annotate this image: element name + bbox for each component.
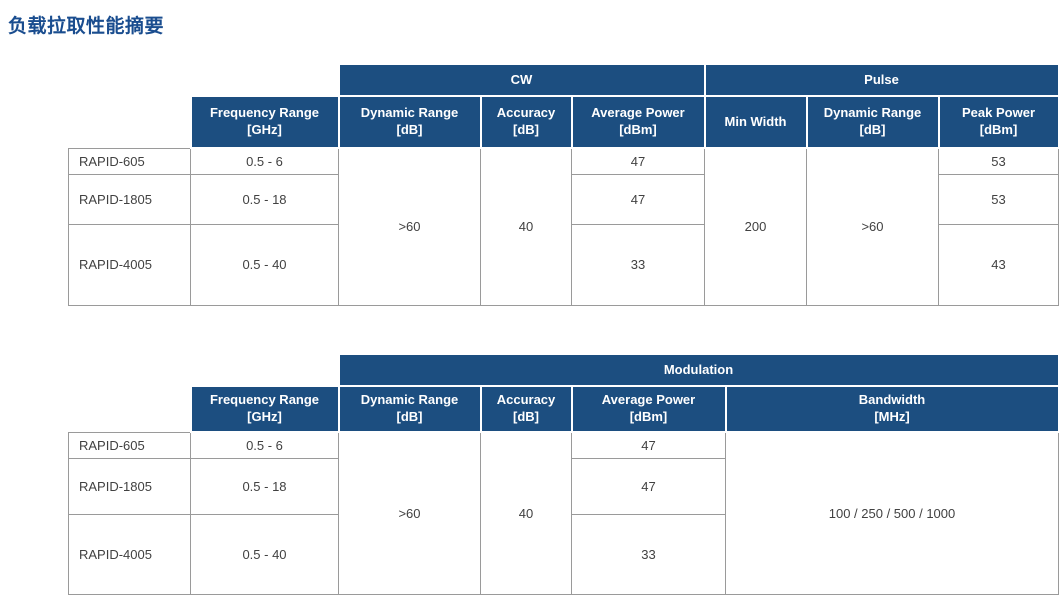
cell-model: RAPID-605 (68, 431, 191, 459)
col-header-bandwidth: Bandwidth [MHz] (724, 385, 1060, 433)
col-header-unit: [MHz] (874, 409, 910, 424)
cell-min-width-merged: 200 (704, 147, 807, 306)
table-row: RAPID-1805 0.5 - 18 47 (68, 457, 1059, 515)
col-header-frequency-range: Frequency Range [GHz] (189, 385, 340, 433)
cell-frequency-range: 0.5 - 6 (190, 147, 339, 175)
col-header-unit: [dBm] (629, 409, 668, 424)
col-header-unit: [GHz] (247, 409, 282, 424)
col-header-label: Dynamic Range (823, 105, 922, 121)
table-row: RAPID-1805 0.5 - 18 47 53 (68, 173, 1060, 225)
cell-peak-power: 53 (937, 173, 1060, 225)
group-header-modulation: Modulation (337, 353, 1060, 387)
col-header-accuracy: Accuracy [dB] (479, 385, 573, 433)
table-row: RAPID-4005 0.5 - 40 33 (68, 513, 1059, 595)
col-header-label: Average Power (591, 105, 685, 121)
cell-frequency-range: 0.5 - 40 (190, 513, 339, 595)
table-row: RAPID-605 0.5 - 6 >60 40 47 100 / 250 / … (68, 431, 1060, 595)
col-header-frequency-range: Frequency Range [GHz] (189, 95, 340, 149)
col-header-unit: [dB] (859, 122, 886, 137)
cell-frequency-range: 0.5 - 18 (190, 457, 339, 515)
cell-accuracy-merged: 40 (480, 431, 572, 595)
col-header-label: Frequency Range (209, 105, 320, 121)
col-header-accuracy: Accuracy [dB] (479, 95, 573, 149)
cell-accuracy-merged: 40 (480, 147, 572, 306)
col-header-label: Accuracy (496, 392, 556, 408)
table-row: RAPID-4005 0.5 - 40 33 43 (68, 223, 1060, 306)
col-header-label: Dynamic Range (360, 105, 459, 121)
blank-header-cell (69, 354, 339, 386)
col-header-label: Accuracy (496, 105, 556, 121)
group-header-pulse: Pulse (703, 63, 1060, 97)
col-header-peak-power: Peak Power [dBm] (937, 95, 1060, 149)
blank-header-cell (69, 64, 339, 96)
col-header-dynamic-range: Dynamic Range [dB] (337, 385, 482, 433)
cell-model: RAPID-4005 (68, 223, 191, 306)
col-header-unit: [dB] (513, 409, 539, 424)
cell-average-power: 47 (571, 173, 705, 225)
cell-average-power: 33 (571, 513, 726, 595)
cell-model: RAPID-4005 (68, 513, 191, 595)
table-row: Frequency Range [GHz] Dynamic Range [dB]… (69, 95, 1060, 149)
col-header-label: Frequency Range (209, 392, 320, 408)
table-row: RAPID-605 0.5 - 6 >60 40 47 200 >60 53 (68, 147, 1060, 306)
blank-header-cell (69, 96, 191, 148)
cell-dynamic-range-pulse-merged: >60 (806, 147, 939, 306)
cell-dynamic-range-merged: >60 (338, 431, 481, 595)
col-header-label: Peak Power (962, 105, 1036, 121)
cell-model: RAPID-1805 (68, 173, 191, 225)
cell-model: RAPID-1805 (68, 457, 191, 515)
cell-average-power: 47 (571, 457, 726, 515)
spec-table-modulation: Modulation Frequency Range [GHz] Dynamic… (68, 353, 1060, 595)
col-header-average-power: Average Power [dBm] (570, 95, 706, 149)
col-header-unit: [dBm] (619, 122, 657, 137)
cell-average-power: 47 (571, 431, 726, 459)
cell-peak-power: 43 (937, 223, 1060, 306)
cell-frequency-range: 0.5 - 18 (190, 173, 339, 225)
blank-header-cell (69, 386, 191, 432)
spec-table-cw-pulse: CW Pulse Frequency Range [GHz] Dynamic R… (68, 63, 1060, 306)
col-header-average-power: Average Power [dBm] (570, 385, 727, 433)
cell-frequency-range: 0.5 - 6 (190, 431, 339, 459)
col-header-min-width: Min Width (703, 95, 808, 149)
col-header-label: Bandwidth (858, 392, 926, 408)
cell-bandwidth-merged: 100 / 250 / 500 / 1000 (724, 431, 1060, 595)
col-header-unit: [dB] (396, 409, 423, 424)
cell-dynamic-range-merged: >60 (338, 147, 481, 306)
col-header-label: Average Power (601, 392, 696, 408)
col-header-unit: [dB] (513, 122, 539, 137)
page-title: 负载拉取性能摘要 (8, 16, 165, 37)
col-header-label: Dynamic Range (360, 392, 459, 408)
cell-peak-power: 53 (937, 147, 1060, 175)
col-header-unit: [GHz] (247, 122, 282, 137)
cell-frequency-range: 0.5 - 40 (190, 223, 339, 306)
cell-average-power: 47 (571, 147, 705, 175)
cell-model: RAPID-605 (68, 147, 191, 175)
table-row: Frequency Range [GHz] Dynamic Range [dB]… (69, 385, 1060, 433)
col-header-unit: [dBm] (979, 122, 1018, 137)
col-header-dynamic-range: Dynamic Range [dB] (337, 95, 482, 149)
table-row: CW Pulse (69, 63, 1060, 97)
cell-average-power: 33 (571, 223, 705, 306)
table-row: Modulation (69, 353, 1060, 387)
group-header-cw: CW (337, 63, 706, 97)
col-header-dynamic-range-pulse: Dynamic Range [dB] (805, 95, 940, 149)
col-header-label: Min Width (724, 113, 787, 129)
col-header-unit: [dB] (396, 122, 423, 137)
